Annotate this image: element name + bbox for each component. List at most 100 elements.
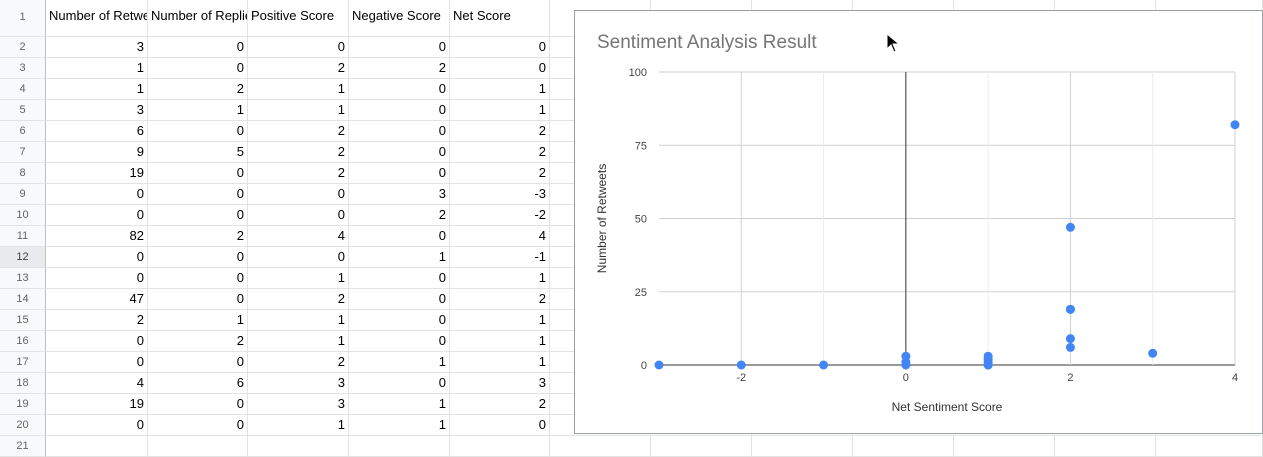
data-cell[interactable]: 2 bbox=[248, 121, 349, 142]
column-header-cell[interactable]: Number of Retweets bbox=[46, 0, 148, 37]
data-cell[interactable]: 0 bbox=[148, 394, 248, 415]
data-cell[interactable]: 3 bbox=[46, 100, 148, 121]
row-header-5[interactable]: 5 bbox=[0, 100, 46, 121]
data-cell[interactable]: 3 bbox=[248, 373, 349, 394]
data-cell[interactable]: 0 bbox=[148, 247, 248, 268]
data-cell[interactable]: 0 bbox=[148, 205, 248, 226]
data-cell[interactable]: 3 bbox=[248, 394, 349, 415]
data-cell[interactable]: 0 bbox=[148, 289, 248, 310]
data-cell[interactable]: 2 bbox=[46, 310, 148, 331]
data-cell[interactable]: 0 bbox=[248, 37, 349, 58]
data-cell[interactable]: 0 bbox=[46, 331, 148, 352]
data-cell[interactable]: 2 bbox=[450, 142, 550, 163]
data-cell[interactable]: 0 bbox=[349, 37, 450, 58]
data-cell[interactable]: 0 bbox=[148, 352, 248, 373]
row-header-15[interactable]: 15 bbox=[0, 310, 46, 331]
data-cell[interactable]: 2 bbox=[248, 142, 349, 163]
data-cell[interactable]: 6 bbox=[148, 373, 248, 394]
data-cell[interactable]: 0 bbox=[349, 142, 450, 163]
data-cell[interactable]: 0 bbox=[148, 268, 248, 289]
data-cell[interactable]: 1 bbox=[450, 331, 550, 352]
data-cell[interactable]: 82 bbox=[46, 226, 148, 247]
row-header-20[interactable]: 20 bbox=[0, 415, 46, 436]
row-header-2[interactable]: 2 bbox=[0, 37, 46, 58]
data-cell[interactable]: 0 bbox=[46, 205, 148, 226]
data-cell[interactable]: 0 bbox=[349, 226, 450, 247]
data-cell[interactable]: 1 bbox=[248, 100, 349, 121]
data-cell[interactable]: 2 bbox=[349, 58, 450, 79]
data-cell[interactable]: 0 bbox=[148, 121, 248, 142]
data-cell[interactable]: 0 bbox=[349, 100, 450, 121]
data-cell[interactable]: 19 bbox=[46, 394, 148, 415]
column-header-cell[interactable]: Number of Replies bbox=[148, 0, 248, 37]
row-header-18[interactable]: 18 bbox=[0, 373, 46, 394]
data-cell[interactable]: 19 bbox=[46, 163, 148, 184]
row-header-3[interactable]: 3 bbox=[0, 58, 46, 79]
data-cell[interactable]: 1 bbox=[349, 352, 450, 373]
data-cell[interactable]: 2 bbox=[349, 205, 450, 226]
data-cell[interactable]: 2 bbox=[450, 163, 550, 184]
data-cell[interactable]: 0 bbox=[450, 415, 550, 436]
data-cell[interactable]: 2 bbox=[148, 79, 248, 100]
data-cell[interactable]: 3 bbox=[46, 37, 148, 58]
data-cell[interactable]: 0 bbox=[248, 205, 349, 226]
row-header-12[interactable]: 12 bbox=[0, 247, 46, 268]
row-header-9[interactable]: 9 bbox=[0, 184, 46, 205]
data-cell[interactable]: 2 bbox=[148, 226, 248, 247]
data-cell[interactable]: 0 bbox=[349, 163, 450, 184]
data-cell[interactable]: 0 bbox=[450, 58, 550, 79]
data-cell[interactable]: 0 bbox=[349, 331, 450, 352]
data-cell[interactable]: 1 bbox=[349, 247, 450, 268]
data-cell[interactable]: 1 bbox=[349, 394, 450, 415]
data-cell[interactable]: 2 bbox=[450, 289, 550, 310]
row-header-19[interactable]: 19 bbox=[0, 394, 46, 415]
data-cell[interactable]: 3 bbox=[349, 184, 450, 205]
column-header-cell[interactable]: Net Score bbox=[450, 0, 550, 37]
data-cell[interactable]: 1 bbox=[450, 268, 550, 289]
data-cell[interactable]: -2 bbox=[450, 205, 550, 226]
data-cell[interactable]: 0 bbox=[148, 58, 248, 79]
data-cell[interactable]: 2 bbox=[248, 163, 349, 184]
data-cell[interactable]: 2 bbox=[248, 58, 349, 79]
data-cell[interactable]: 2 bbox=[248, 289, 349, 310]
data-cell[interactable]: 1 bbox=[248, 331, 349, 352]
row-header-17[interactable]: 17 bbox=[0, 352, 46, 373]
column-header-cell[interactable]: Positive Score bbox=[248, 0, 349, 37]
data-cell[interactable]: 0 bbox=[349, 268, 450, 289]
data-cell[interactable]: 1 bbox=[450, 310, 550, 331]
scatter-chart[interactable]: Sentiment Analysis Result 0 25 50 75 100 -2 0 2 4… bbox=[574, 10, 1263, 434]
data-cell[interactable]: 0 bbox=[46, 247, 148, 268]
row-header-10[interactable]: 10 bbox=[0, 205, 46, 226]
row-header-4[interactable]: 4 bbox=[0, 79, 46, 100]
data-cell[interactable]: 4 bbox=[46, 373, 148, 394]
data-cell[interactable]: 0 bbox=[46, 268, 148, 289]
row-header-8[interactable]: 8 bbox=[0, 163, 46, 184]
data-cell[interactable]: 0 bbox=[349, 121, 450, 142]
data-cell[interactable]: 1 bbox=[248, 268, 349, 289]
data-cell[interactable]: 1 bbox=[248, 79, 349, 100]
data-cell[interactable]: 1 bbox=[450, 79, 550, 100]
data-cell[interactable]: 0 bbox=[349, 289, 450, 310]
data-cell[interactable]: 0 bbox=[148, 415, 248, 436]
row-header-14[interactable]: 14 bbox=[0, 289, 46, 310]
data-cell[interactable]: 1 bbox=[148, 100, 248, 121]
data-cell[interactable]: 5 bbox=[148, 142, 248, 163]
data-cell[interactable]: 0 bbox=[148, 37, 248, 58]
row-header-7[interactable]: 7 bbox=[0, 142, 46, 163]
data-cell[interactable]: 0 bbox=[46, 415, 148, 436]
data-cell[interactable]: 0 bbox=[148, 163, 248, 184]
data-cell[interactable]: 1 bbox=[46, 58, 148, 79]
data-cell[interactable]: 1 bbox=[248, 310, 349, 331]
data-cell[interactable]: 1 bbox=[46, 79, 148, 100]
data-cell[interactable]: 2 bbox=[450, 394, 550, 415]
data-cell[interactable]: -3 bbox=[450, 184, 550, 205]
data-cell[interactable]: 0 bbox=[349, 373, 450, 394]
data-cell[interactable]: 1 bbox=[450, 352, 550, 373]
data-cell[interactable]: 2 bbox=[148, 331, 248, 352]
data-cell[interactable]: 4 bbox=[450, 226, 550, 247]
row-header-16[interactable]: 16 bbox=[0, 331, 46, 352]
data-cell[interactable]: 0 bbox=[450, 37, 550, 58]
row-header-1[interactable]: 1 bbox=[0, 0, 46, 37]
data-cell[interactable]: 1 bbox=[248, 415, 349, 436]
data-cell[interactable]: 0 bbox=[46, 352, 148, 373]
